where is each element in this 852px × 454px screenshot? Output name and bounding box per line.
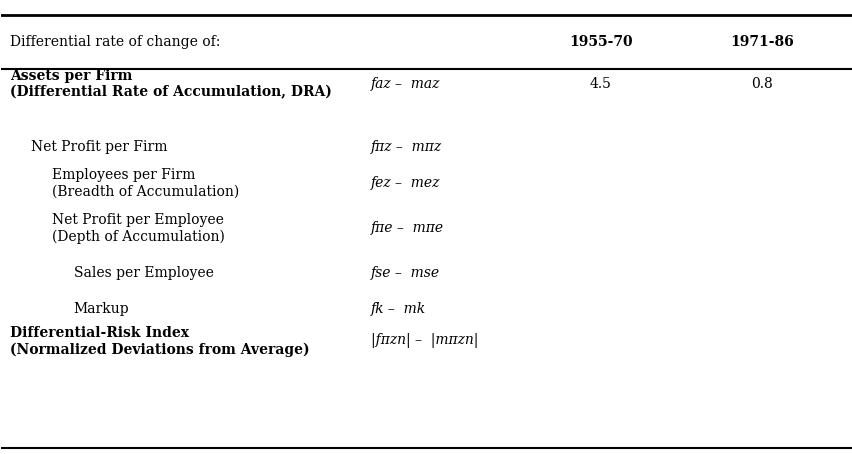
Text: fse –  mse: fse – mse bbox=[371, 266, 440, 280]
Text: (Differential Rate of Accumulation, DRA): (Differential Rate of Accumulation, DRA) bbox=[10, 85, 331, 99]
Text: fk –  mk: fk – mk bbox=[371, 302, 426, 316]
Text: Differential-Risk Index: Differential-Risk Index bbox=[10, 326, 188, 340]
Text: 1971-86: 1971-86 bbox=[729, 35, 793, 49]
Text: Net Profit per Firm: Net Profit per Firm bbox=[32, 140, 168, 154]
Text: fez –  mez: fez – mez bbox=[371, 176, 440, 190]
Text: 4.5: 4.5 bbox=[590, 77, 611, 90]
Text: |fπzn| –  |mπzn|: |fπzn| – |mπzn| bbox=[371, 333, 478, 348]
Text: (Breadth of Accumulation): (Breadth of Accumulation) bbox=[52, 185, 239, 199]
Text: fπz –  mπz: fπz – mπz bbox=[371, 140, 442, 154]
Text: Assets per Firm: Assets per Firm bbox=[10, 69, 132, 83]
Text: Markup: Markup bbox=[73, 302, 130, 316]
Text: Employees per Firm: Employees per Firm bbox=[52, 168, 196, 182]
Text: (Depth of Accumulation): (Depth of Accumulation) bbox=[52, 230, 225, 244]
Text: Net Profit per Employee: Net Profit per Employee bbox=[52, 213, 224, 227]
Text: fπe –  mπe: fπe – mπe bbox=[371, 221, 444, 235]
Text: (Normalized Deviations from Average): (Normalized Deviations from Average) bbox=[10, 342, 309, 357]
Text: Sales per Employee: Sales per Employee bbox=[73, 266, 213, 280]
Text: faz –  maz: faz – maz bbox=[371, 77, 440, 90]
Text: 0.8: 0.8 bbox=[751, 77, 772, 90]
Text: Differential rate of change of:: Differential rate of change of: bbox=[10, 35, 220, 49]
Text: 1955-70: 1955-70 bbox=[568, 35, 632, 49]
